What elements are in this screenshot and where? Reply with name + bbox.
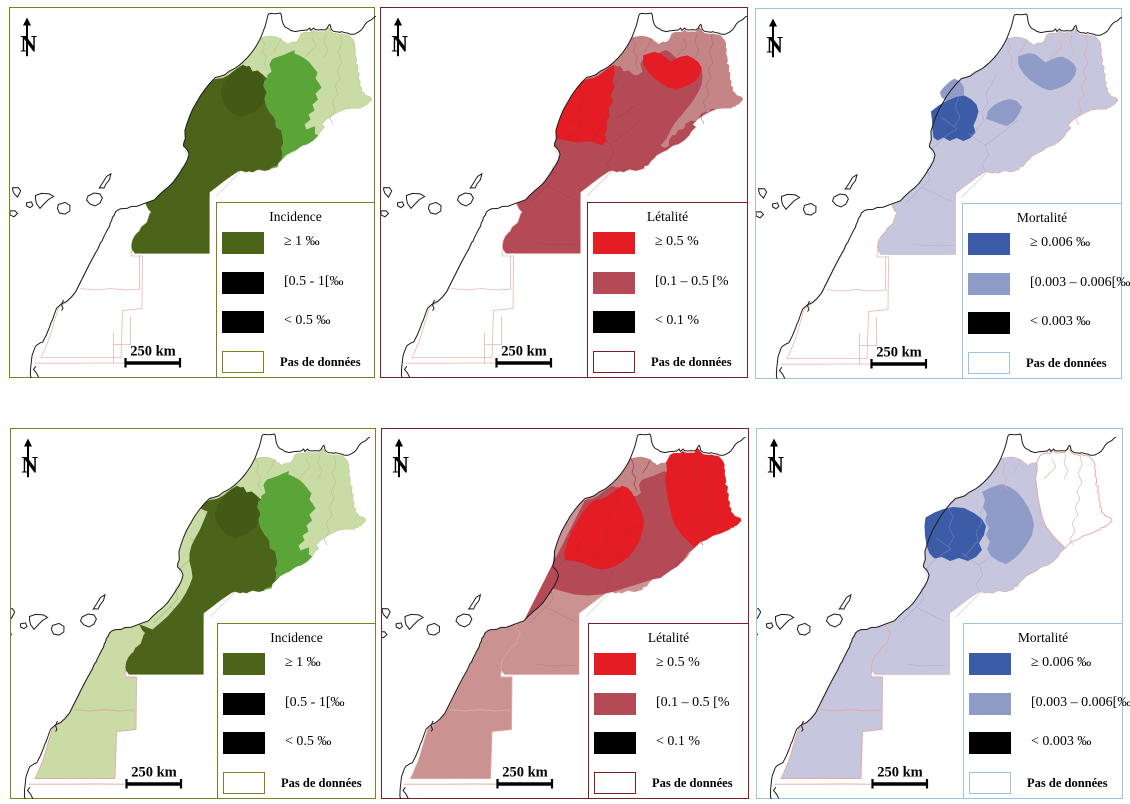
svg-text:N: N: [766, 32, 783, 57]
svg-text:N: N: [20, 31, 37, 56]
svg-text:250 km: 250 km: [131, 765, 177, 781]
svg-text:250 km: 250 km: [502, 765, 548, 781]
svg-text:250 km: 250 km: [877, 765, 923, 781]
svg-text:250 km: 250 km: [876, 345, 922, 361]
svg-text:N: N: [21, 452, 38, 477]
svg-text:250 km: 250 km: [501, 344, 547, 360]
svg-text:N: N: [391, 31, 408, 56]
svg-text:N: N: [392, 452, 409, 477]
svg-text:N: N: [767, 452, 784, 477]
svg-text:250 km: 250 km: [130, 344, 176, 360]
